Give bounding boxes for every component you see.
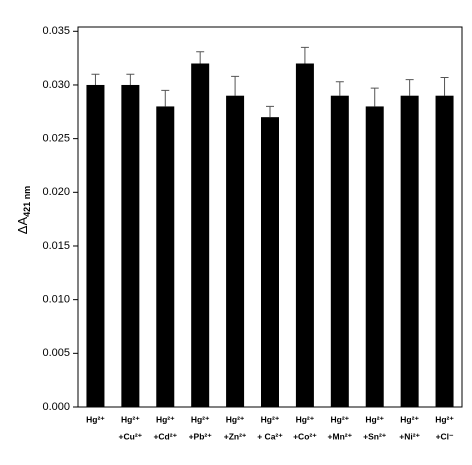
x-tick-label: +Mn²⁺: [328, 431, 353, 441]
bar: [400, 95, 419, 407]
x-tick-label: +Cu²⁺: [119, 431, 143, 441]
bar: [261, 117, 279, 407]
x-tick-label: +Ni²⁺: [399, 431, 420, 441]
y-tick-label: 0.005: [42, 347, 70, 359]
x-tick-label: Hg²⁺: [296, 414, 315, 424]
x-tick-label: Hg²⁺: [400, 414, 419, 424]
error-bar: [335, 81, 344, 96]
x-tick-label: +Sn²⁺: [363, 431, 387, 441]
x-tick-label: Hg²⁺: [261, 414, 280, 424]
bar: [226, 95, 245, 407]
y-tick-label: 0.010: [42, 294, 70, 306]
x-tick-label: Hg²⁺: [191, 414, 210, 424]
x-tick-label: +Zn²⁺: [224, 431, 247, 441]
error-bar: [300, 46, 309, 64]
error-bar: [126, 73, 135, 85]
x-tick-label: Hg²⁺: [330, 414, 349, 424]
error-bar: [161, 89, 170, 107]
error-bar: [266, 105, 274, 118]
x-tick-label: Hg²⁺: [121, 414, 140, 424]
y-tick-label: 0.030: [42, 79, 70, 91]
x-tick-label: Hg²⁺: [86, 414, 105, 424]
error-bar: [405, 79, 414, 96]
y-tick-label: 0.025: [42, 133, 70, 145]
error-bar: [196, 51, 205, 64]
y-axis-label-sub: 421 nm: [22, 186, 32, 217]
y-axis-label: ΔA421 nm: [15, 186, 32, 234]
error-bar: [370, 87, 379, 107]
bar: [156, 106, 175, 407]
bar: [365, 106, 384, 407]
bar: [86, 84, 105, 408]
bar: [330, 95, 349, 407]
error-bar: [440, 76, 449, 96]
x-tick-label: + Ca²⁺: [257, 431, 283, 441]
x-tick-label: +Cd²⁺: [153, 431, 177, 441]
error-bar: [231, 75, 240, 96]
y-tick-label: 0.035: [42, 25, 70, 37]
bar: [435, 95, 454, 407]
x-tick-label: Hg²⁺: [156, 414, 175, 424]
y-tick-label: 0.020: [42, 186, 70, 198]
error-bar: [91, 73, 100, 85]
bar: [295, 63, 314, 408]
x-tick-label: +Pb²⁺: [189, 431, 213, 441]
y-tick-label: 0.000: [42, 401, 70, 413]
x-tick-label: +Co²⁺: [293, 431, 317, 441]
bar: [191, 63, 210, 408]
y-tick-label: 0.015: [42, 240, 70, 252]
x-tick-label: Hg²⁺: [226, 414, 245, 424]
x-tick-label: Hg²⁺: [435, 414, 454, 424]
x-tick-label: +Cl⁻: [436, 431, 454, 441]
y-axis-label-main: ΔA: [15, 217, 30, 235]
bar: [121, 84, 140, 408]
x-tick-label: Hg²⁺: [365, 414, 384, 424]
